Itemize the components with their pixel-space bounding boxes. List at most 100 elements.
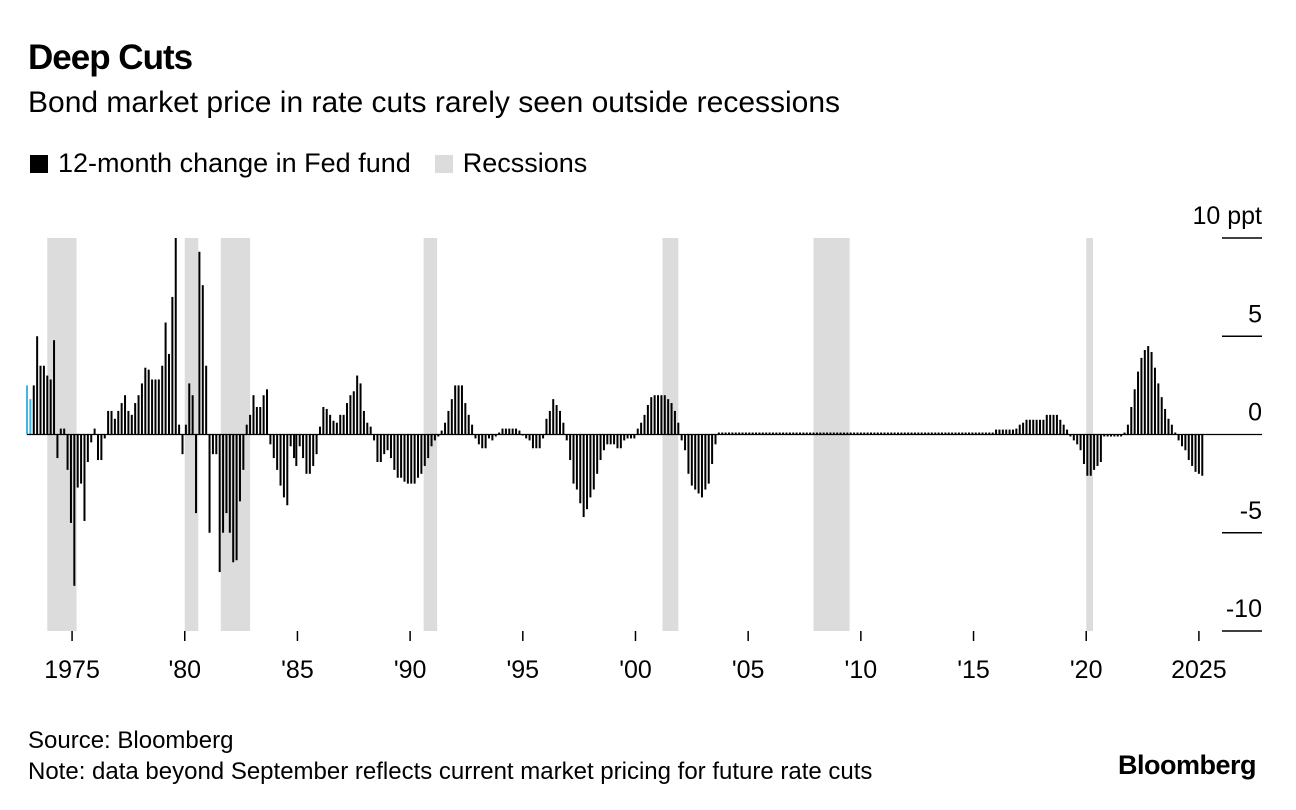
bar (386, 434, 389, 451)
bar (1167, 418, 1170, 435)
bar (100, 434, 103, 461)
bar (127, 410, 130, 435)
bar (964, 432, 967, 435)
bar (420, 434, 423, 474)
bar (76, 434, 79, 488)
bar (477, 434, 480, 445)
bar (623, 434, 626, 441)
bar (349, 395, 352, 435)
bar (286, 434, 289, 506)
bar (836, 432, 839, 435)
bar (913, 432, 916, 435)
bar (427, 434, 430, 459)
bar (1099, 434, 1102, 463)
bar (433, 434, 436, 441)
bar (410, 434, 413, 484)
bar (815, 432, 818, 435)
bar (66, 434, 69, 470)
bar (151, 379, 154, 435)
bar (646, 405, 649, 435)
bar (262, 395, 265, 435)
bar (897, 432, 900, 435)
bar (795, 432, 798, 435)
bar (1025, 419, 1028, 435)
bar (728, 432, 731, 435)
bar (1015, 428, 1018, 435)
legend-label-recessions: Recssions (462, 148, 588, 178)
bar (225, 434, 228, 514)
bar (545, 418, 548, 435)
bar (90, 434, 93, 443)
bar (961, 432, 964, 435)
bar (687, 434, 690, 474)
bar (73, 434, 76, 586)
legend-item-series: 12-month change in Fed fund (30, 148, 411, 179)
bar (792, 432, 795, 435)
bar (1018, 424, 1021, 435)
bar (342, 414, 345, 435)
bar (1194, 434, 1197, 472)
bar (937, 432, 940, 435)
bar (734, 432, 737, 435)
bar (1191, 434, 1194, 466)
bar (471, 424, 474, 435)
bar (113, 418, 116, 435)
bar (883, 432, 886, 435)
bar (552, 399, 555, 435)
bar (400, 434, 403, 478)
bar (339, 414, 342, 435)
highlight-bar (29, 399, 32, 435)
y-tick-label: -10 (1226, 595, 1262, 623)
bar (235, 434, 238, 561)
bar (586, 434, 589, 510)
bar (1059, 419, 1062, 435)
bar (609, 434, 612, 445)
bar (575, 434, 578, 490)
x-tick-label: 1975 (44, 656, 100, 684)
bar (346, 403, 349, 435)
bar (998, 429, 1001, 435)
bar (362, 410, 365, 435)
bar (1187, 434, 1190, 461)
bar (863, 432, 866, 435)
bar (995, 429, 998, 435)
bar (542, 434, 545, 439)
bar (93, 428, 96, 435)
bar (619, 434, 622, 449)
bar (1072, 434, 1075, 441)
bar (667, 399, 670, 435)
bar (1197, 434, 1200, 474)
bar (805, 432, 808, 435)
bar (120, 403, 123, 435)
legend-item-recessions: Recssions (434, 148, 588, 179)
bar (69, 434, 72, 523)
bar (140, 383, 143, 435)
bar (1032, 419, 1035, 435)
bar (195, 434, 198, 514)
bar (558, 410, 561, 435)
bar (1076, 434, 1079, 445)
bar (83, 434, 86, 521)
bar (325, 408, 328, 435)
bar (312, 434, 315, 466)
bar (511, 428, 514, 435)
bar (276, 434, 279, 470)
bar (474, 434, 477, 439)
bar (704, 434, 707, 490)
bar (238, 434, 241, 502)
bar (86, 434, 89, 463)
bar (653, 395, 656, 435)
bar (356, 375, 359, 435)
bar (866, 432, 869, 435)
highlight-bars (26, 385, 32, 435)
bar (751, 432, 754, 435)
bar (694, 434, 697, 490)
bar (107, 410, 110, 435)
bar (1157, 383, 1160, 435)
bar (232, 434, 235, 563)
bar (1089, 434, 1092, 476)
bar (670, 403, 673, 435)
bar (657, 395, 660, 435)
bar (56, 434, 59, 459)
bar (579, 434, 582, 504)
